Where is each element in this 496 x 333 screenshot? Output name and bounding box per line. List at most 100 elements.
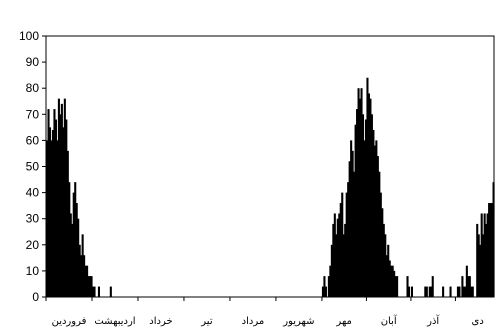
bar — [485, 223, 488, 297]
bar — [68, 182, 71, 297]
x-tick-label: فروردین — [52, 316, 87, 327]
bar — [97, 286, 100, 297]
bar — [93, 286, 96, 297]
bar — [80, 255, 83, 297]
bar — [385, 255, 388, 297]
bar — [491, 203, 494, 297]
bar — [57, 98, 60, 297]
bar — [359, 98, 362, 297]
bar — [369, 98, 372, 297]
x-tick-label: خرداد — [149, 316, 172, 327]
bar — [109, 286, 112, 297]
bar — [479, 244, 482, 297]
bar — [480, 213, 483, 297]
bar — [424, 286, 427, 297]
bar — [375, 140, 378, 297]
bar — [378, 171, 381, 297]
bar — [46, 140, 49, 297]
bar — [366, 77, 369, 297]
bar — [63, 98, 66, 297]
bar — [54, 119, 57, 298]
bar — [347, 182, 350, 297]
bar — [89, 276, 92, 297]
bar — [410, 286, 414, 297]
bar — [379, 192, 382, 297]
bar — [78, 244, 81, 297]
bar — [376, 156, 379, 297]
bar — [442, 286, 445, 297]
bar — [338, 213, 341, 297]
bar — [370, 114, 373, 297]
bar — [470, 286, 473, 297]
bar — [364, 119, 368, 298]
bar — [75, 203, 78, 297]
bar — [425, 286, 428, 297]
bar — [53, 109, 56, 297]
bar — [329, 265, 332, 297]
x-tick-label: اردیبهشت — [94, 316, 135, 327]
bar — [367, 93, 370, 297]
x-tick-label: مرداد — [242, 316, 265, 327]
y-tick-label: 30 — [26, 212, 40, 226]
bar — [327, 276, 330, 297]
bar — [356, 109, 359, 297]
bar — [357, 88, 360, 297]
bar — [71, 223, 74, 297]
bar — [50, 140, 53, 297]
x-tick-label: تیر — [200, 316, 213, 327]
bar — [62, 127, 65, 297]
bar — [476, 223, 479, 297]
y-axis: 0 10 20 30 40 50 60 70 80 90 100 — [19, 29, 46, 304]
bar — [449, 286, 452, 297]
bar — [387, 244, 390, 297]
bar — [353, 171, 356, 297]
y-tick-label: 70 — [26, 107, 40, 121]
bar — [339, 203, 342, 297]
bar — [48, 127, 52, 297]
bar — [336, 218, 339, 297]
bar — [72, 192, 75, 297]
bar — [477, 234, 480, 297]
bar — [373, 145, 376, 297]
bar — [77, 218, 80, 297]
x-axis: فروردین اردیبهشت خرداد تیر مرداد شهریور مهر آبا… — [45, 297, 484, 327]
x-tick-label: آبان — [381, 314, 398, 327]
bar — [461, 276, 464, 297]
bar — [471, 286, 474, 297]
y-tick-label: 10 — [26, 264, 40, 278]
bar — [56, 140, 59, 297]
bar — [323, 276, 326, 297]
bar — [390, 265, 393, 297]
bar — [332, 223, 335, 297]
bar — [47, 109, 50, 297]
bar — [458, 286, 461, 297]
bar — [465, 265, 468, 297]
bar — [456, 286, 459, 297]
y-tick-label: 90 — [26, 55, 40, 69]
y-tick-label: 100 — [19, 29, 39, 43]
bar — [351, 150, 354, 297]
y-tick-label: 40 — [26, 186, 40, 200]
bars-layer — [46, 77, 495, 298]
bar — [342, 234, 345, 297]
y-tick-label: 50 — [26, 160, 40, 174]
bar — [381, 208, 384, 297]
bar — [354, 124, 357, 298]
bar — [324, 286, 327, 297]
bar — [462, 286, 465, 297]
bar — [391, 265, 394, 297]
bar — [345, 192, 348, 297]
plot-frame — [45, 35, 495, 298]
y-tick-label: 80 — [26, 81, 40, 95]
x-tick-label: شهریور — [282, 316, 314, 327]
bar — [51, 129, 55, 297]
bar — [428, 286, 431, 297]
bar — [335, 234, 338, 297]
x-tick-label: مهر — [335, 316, 351, 327]
bar — [488, 203, 491, 297]
bar — [341, 192, 344, 297]
bar — [84, 265, 87, 297]
y-tick-label: 60 — [26, 133, 40, 147]
bar — [344, 223, 347, 297]
